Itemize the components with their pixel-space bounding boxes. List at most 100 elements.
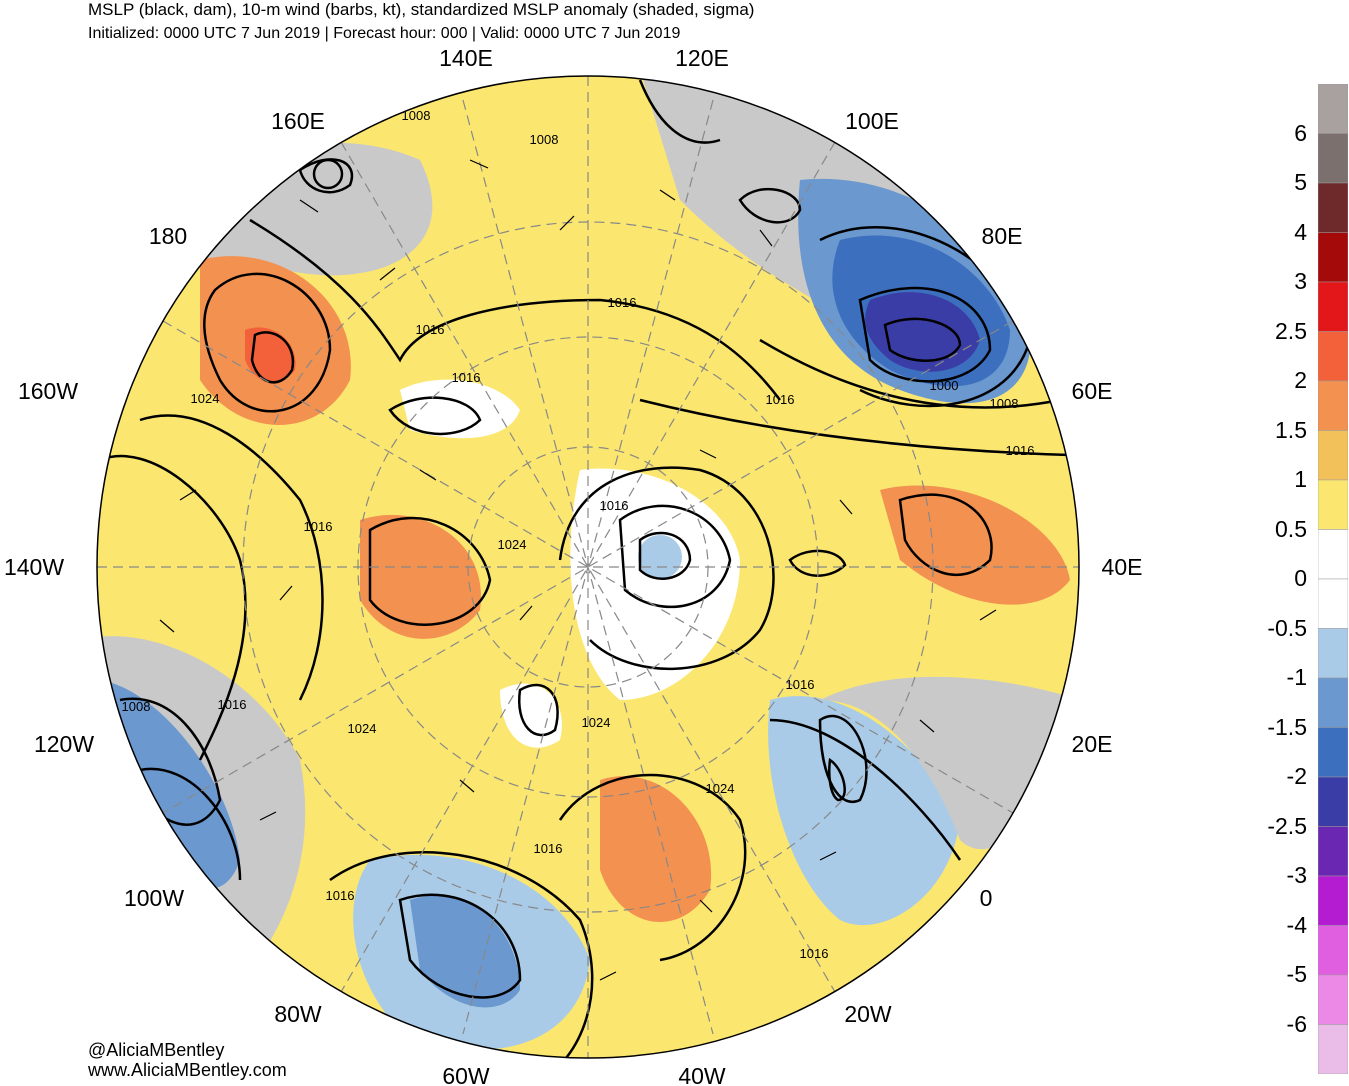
credit-handle: @AliciaMBentley	[88, 1040, 225, 1060]
high-anomaly-region	[880, 485, 1070, 605]
colorbar-swatch	[1318, 628, 1348, 679]
lon-label-80e: 80E	[982, 223, 1023, 249]
colorbar-swatch	[1318, 380, 1348, 431]
lon-label-60w: 60W	[442, 1063, 490, 1086]
contour-label: 1016	[326, 888, 355, 903]
colorbar-label: 0	[1294, 565, 1307, 591]
colorbar-label: -3	[1286, 862, 1307, 888]
contour-label: 1016	[766, 392, 795, 407]
lon-label-160e: 160E	[271, 108, 325, 134]
lon-label-80w: 80W	[274, 1001, 322, 1027]
wind-barbs	[159, 159, 997, 981]
lon-label-60e: 60E	[1072, 378, 1113, 404]
colorbar-swatch	[1318, 84, 1348, 134]
contour-label: 1016	[452, 370, 481, 385]
contour-label: 1024	[706, 781, 735, 796]
map-border	[96, 75, 1080, 1059]
neutral-region	[500, 683, 562, 748]
colorbar-label: 4	[1294, 218, 1307, 245]
colorbar-label: 6	[1294, 119, 1307, 146]
colorbar-swatch	[1318, 776, 1348, 827]
neutral-region	[570, 468, 740, 700]
high-anomaly-region	[600, 776, 712, 923]
colorbar-swatch	[1318, 430, 1348, 481]
longitude-labels: 140E 120E 160E 100E 180 80E 160W 60E 140…	[4, 45, 1143, 1086]
high-anomaly-region	[360, 514, 481, 639]
colorbar-swatch	[1318, 479, 1348, 530]
contour-label: 1016	[608, 295, 637, 310]
lon-label-160w: 160W	[18, 378, 78, 404]
negative-anomaly-region	[820, 676, 1079, 849]
contour-label: 1008	[402, 108, 431, 123]
contour-label: 1024	[498, 537, 527, 552]
colorbar-swatch	[1318, 727, 1348, 778]
colorbar-label: 1.5	[1275, 416, 1307, 443]
colorbar-swatch	[1318, 974, 1348, 1025]
contour-label: 1016	[304, 519, 333, 534]
low-anomaly-region	[768, 696, 960, 926]
map-title: MSLP (black, dam), 10-m wind (barbs, kt)…	[88, 0, 755, 19]
contour-label: 1024	[348, 721, 377, 736]
colorbar-label: 0.5	[1275, 515, 1307, 542]
contour-label: 1008	[122, 699, 151, 714]
neutral-region	[400, 379, 520, 439]
colorbar-label: 5	[1294, 169, 1307, 195]
colorbar-label: -2	[1286, 763, 1307, 789]
contour-label: 1016	[1006, 443, 1035, 458]
colorbar-swatch	[1318, 133, 1348, 184]
lon-label-120w: 120W	[34, 731, 94, 757]
map-disk	[97, 76, 1079, 1058]
colorbar-swatch	[1318, 875, 1348, 926]
colorbar-swatch	[1318, 1024, 1348, 1074]
lon-label-40e: 40E	[1102, 554, 1143, 580]
colorbar-swatch	[1318, 232, 1348, 283]
colorbar-label: 2.5	[1275, 317, 1307, 344]
colorbar-label: -0.5	[1267, 614, 1307, 641]
colorbar-swatch	[1318, 925, 1348, 976]
colorbar-label: -5	[1286, 961, 1307, 987]
colorbar-swatch	[1318, 677, 1348, 728]
contour-label: 1016	[534, 841, 563, 856]
low-anomaly-region	[638, 535, 682, 579]
map-subtitle: Initialized: 0000 UTC 7 Jun 2019 | Forec…	[88, 25, 681, 42]
lon-label-120e: 120E	[675, 45, 729, 71]
lon-label-140w: 140W	[4, 554, 64, 580]
lon-label-20w: 20W	[844, 1001, 892, 1027]
contour-label: 1008	[990, 396, 1019, 411]
contour-label: 1024	[582, 715, 611, 730]
high-anomaly-region	[245, 327, 296, 383]
contour-labels: 1008 1008 1016 1016 1016 1016 1024 1016 …	[122, 108, 1035, 961]
colorbar-label: -2.5	[1267, 812, 1307, 839]
lon-label-100w: 100W	[124, 885, 184, 911]
lon-label-180: 180	[149, 223, 187, 249]
credit-website: www.AliciaMBentley.com	[88, 1060, 287, 1080]
colorbar-label: 3	[1294, 268, 1307, 294]
contour-label: 1000	[930, 378, 959, 393]
contour-label: 1024	[191, 391, 220, 406]
contour-label: 1016	[218, 697, 247, 712]
colorbar-label: -1.5	[1267, 713, 1307, 740]
lon-label-140e: 140E	[439, 45, 493, 71]
colorbar-swatch	[1318, 281, 1348, 332]
colorbar-label: -6	[1286, 1010, 1307, 1037]
colorbar-label: 1	[1294, 466, 1307, 492]
lon-label-0: 0	[980, 885, 993, 911]
contour-label: 1016	[786, 677, 815, 692]
colorbar-swatch	[1318, 331, 1348, 382]
contour-label: 1016	[600, 498, 629, 513]
colorbar-swatch	[1318, 578, 1348, 629]
colorbar-label: -1	[1286, 664, 1307, 690]
colorbar-swatch	[1318, 182, 1348, 233]
colorbar-swatch	[1318, 529, 1348, 580]
contour-label: 1016	[800, 946, 829, 961]
graticule	[97, 76, 1079, 1058]
low-anomaly-region	[100, 680, 240, 889]
colorbar-swatch	[1318, 826, 1348, 877]
lon-label-100e: 100E	[845, 108, 899, 134]
contour-label: 1016	[416, 322, 445, 337]
colorbar-label: -4	[1286, 911, 1307, 938]
contour-label: 1008	[530, 132, 559, 147]
lon-label-40w: 40W	[678, 1063, 726, 1086]
colorbar-label: 2	[1294, 367, 1307, 393]
